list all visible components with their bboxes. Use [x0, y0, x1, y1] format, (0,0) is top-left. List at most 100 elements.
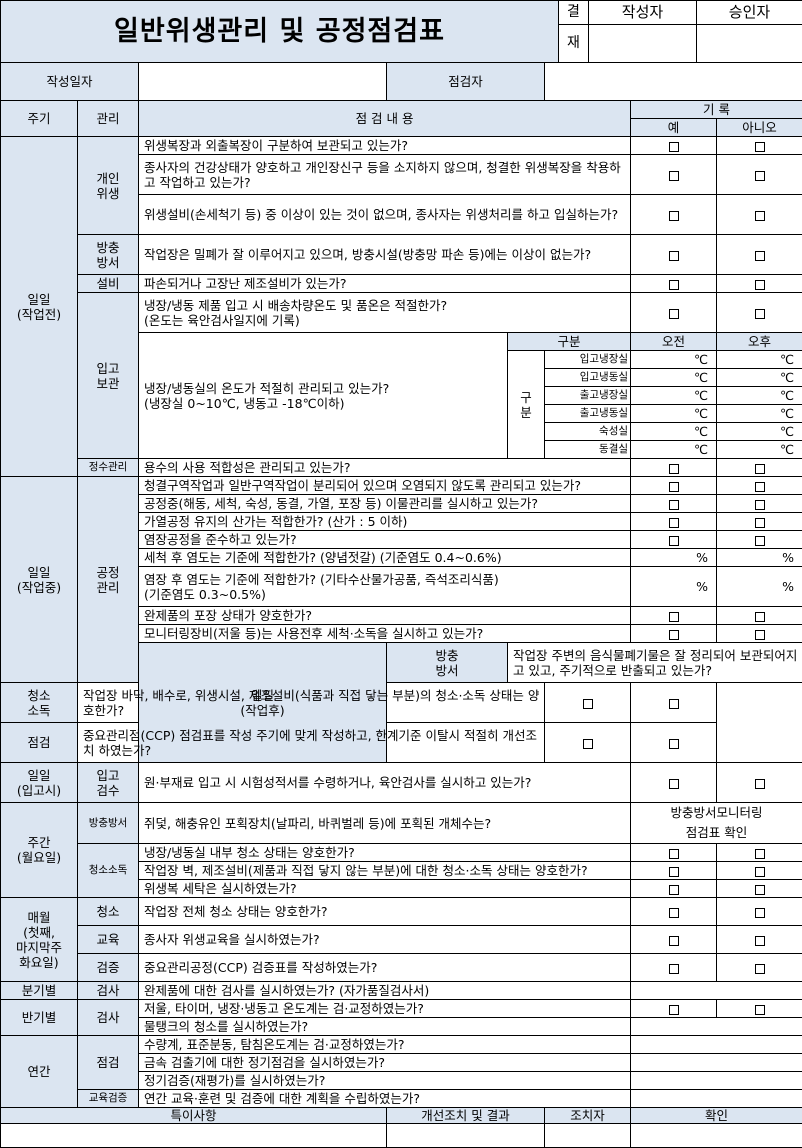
date-field[interactable] — [139, 63, 387, 101]
checkbox-no[interactable] — [717, 1000, 802, 1018]
checkbox-no[interactable] — [631, 723, 717, 763]
checkbox-yes[interactable] — [631, 763, 717, 803]
room-label: 입고냉장실 — [545, 351, 631, 369]
header: 일반위생관리 및 공정점검표 결 작성자 승인자 재 — [0, 0, 802, 62]
checkbox-no[interactable] — [717, 763, 802, 803]
checkbox-yes[interactable] — [545, 723, 631, 763]
room-label: 출고냉장실 — [545, 387, 631, 405]
checkbox-yes[interactable] — [631, 898, 717, 926]
checkbox-yes[interactable] — [631, 293, 717, 333]
checkbox-yes[interactable] — [631, 459, 717, 477]
checkbox-yes[interactable] — [631, 844, 717, 862]
checkbox-no[interactable] — [717, 155, 802, 195]
checkbox-no[interactable] — [717, 275, 802, 293]
temp-pm-field[interactable]: ℃ — [717, 423, 802, 441]
checkbox-yes[interactable] — [631, 954, 717, 982]
checkbox-yes[interactable] — [545, 683, 631, 723]
inspector-field[interactable] — [545, 63, 802, 101]
checkbox-no[interactable] — [717, 495, 802, 513]
checkbox-no[interactable] — [717, 531, 802, 549]
checkbox-no[interactable] — [631, 683, 717, 723]
checkbox-yes[interactable] — [631, 625, 717, 643]
manage-water: 정수관리 — [78, 459, 139, 477]
temp-pm-field[interactable]: ℃ — [717, 369, 802, 387]
item-text: 정기검증(재평가)를 실시하였는가? — [139, 1072, 631, 1090]
footer-actor-label: 조치자 — [545, 1108, 631, 1124]
footer-action-field[interactable] — [387, 1124, 545, 1148]
checkbox-no[interactable] — [717, 898, 802, 926]
room-label: 숙성실 — [545, 423, 631, 441]
inspector-label: 점검자 — [387, 63, 545, 101]
checkbox-yes[interactable] — [631, 862, 717, 880]
salinity-field[interactable]: % — [717, 567, 802, 607]
checkbox-no[interactable] — [717, 477, 802, 495]
checkbox-no[interactable] — [717, 235, 802, 275]
footer-special-field[interactable] — [1, 1124, 387, 1148]
empty-record-cell — [631, 982, 802, 1000]
manage-check: 점검 — [78, 1036, 139, 1090]
checkbox-no[interactable] — [717, 880, 802, 898]
col-period: 주기 — [1, 101, 78, 137]
manage-personal: 개인 위생 — [78, 137, 139, 235]
empty-record-cell — [631, 1018, 802, 1036]
checkbox-yes[interactable] — [631, 531, 717, 549]
manage-edu: 교육 — [78, 926, 139, 954]
checkbox-yes[interactable] — [631, 495, 717, 513]
salinity-field[interactable]: % — [631, 567, 717, 607]
temp-am-field[interactable]: ℃ — [631, 369, 717, 387]
room-label: 출고냉동실 — [545, 405, 631, 423]
checkbox-no[interactable] — [717, 954, 802, 982]
checkbox-no[interactable] — [717, 625, 802, 643]
temp-pm-field[interactable]: ℃ — [717, 387, 802, 405]
approval-label-1: 결 — [559, 1, 589, 25]
checkbox-yes[interactable] — [631, 926, 717, 954]
checkbox-yes[interactable] — [631, 137, 717, 155]
manage-pest: 방충 방서 — [78, 235, 139, 275]
temp-am-field[interactable]: ℃ — [631, 387, 717, 405]
checkbox-yes[interactable] — [631, 275, 717, 293]
approver-sign-cell[interactable] — [697, 25, 802, 63]
item-text: 염장공정을 준수하고 있는가? — [139, 531, 631, 549]
footer-confirm-field[interactable] — [631, 1124, 802, 1148]
checkbox-no[interactable] — [717, 862, 802, 880]
temp-pm-field[interactable]: ℃ — [717, 351, 802, 369]
footer-actor-field[interactable] — [545, 1124, 631, 1148]
checkbox-yes[interactable] — [631, 607, 717, 625]
salinity-field[interactable]: % — [631, 549, 717, 567]
item-text: 냉장/냉동실 내부 청소 상태는 양호한가? — [139, 844, 631, 862]
checkbox-no[interactable] — [717, 513, 802, 531]
checkbox-no[interactable] — [717, 607, 802, 625]
temp-pm-field[interactable]: ℃ — [717, 405, 802, 423]
salinity-field[interactable]: % — [717, 549, 802, 567]
checkbox-yes[interactable] — [631, 1000, 717, 1018]
checkbox-no[interactable] — [717, 926, 802, 954]
item-text: 세척 후 염도는 기준에 적합한가? (양념젓갈) (기준염도 0.4~0.6%… — [139, 549, 631, 567]
approver-label: 승인자 — [697, 1, 802, 25]
checklist-table: 작성일자 점검자 주기 관리 점 검 내 용 기 록 예 아니오 일일 (작업전… — [0, 62, 802, 1148]
writer-sign-cell[interactable] — [589, 25, 697, 63]
checkbox-yes[interactable] — [631, 477, 717, 495]
item-text: 청결구역작업과 일반구역작업이 분리되어 있으며 오염되지 않도록 관리되고 있… — [139, 477, 631, 495]
empty-record-cell — [631, 1072, 802, 1090]
temp-am-field[interactable]: ℃ — [631, 351, 717, 369]
checkbox-no[interactable] — [717, 195, 802, 235]
period-daily-pre: 일일 (작업전) — [1, 137, 78, 477]
period-monthly: 매월 (첫째, 마지막주 화요일) — [1, 898, 78, 982]
room-label: 동결실 — [545, 441, 631, 459]
checkbox-no[interactable] — [717, 293, 802, 333]
empty-record-cell — [631, 1054, 802, 1072]
checkbox-yes[interactable] — [631, 880, 717, 898]
temp-am-field[interactable]: ℃ — [631, 405, 717, 423]
checkbox-yes[interactable] — [631, 513, 717, 531]
manage-inspect: 입고 검수 — [78, 763, 139, 803]
checkbox-yes[interactable] — [631, 195, 717, 235]
temp-pm-field[interactable]: ℃ — [717, 441, 802, 459]
temp-am-field[interactable]: ℃ — [631, 423, 717, 441]
checkbox-no[interactable] — [717, 137, 802, 155]
checkbox-yes[interactable] — [631, 235, 717, 275]
checkbox-no[interactable] — [717, 844, 802, 862]
temp-am-field[interactable]: ℃ — [631, 441, 717, 459]
temp-gubun-header: 구분 — [508, 333, 631, 351]
checkbox-yes[interactable] — [631, 155, 717, 195]
checkbox-no[interactable] — [717, 459, 802, 477]
